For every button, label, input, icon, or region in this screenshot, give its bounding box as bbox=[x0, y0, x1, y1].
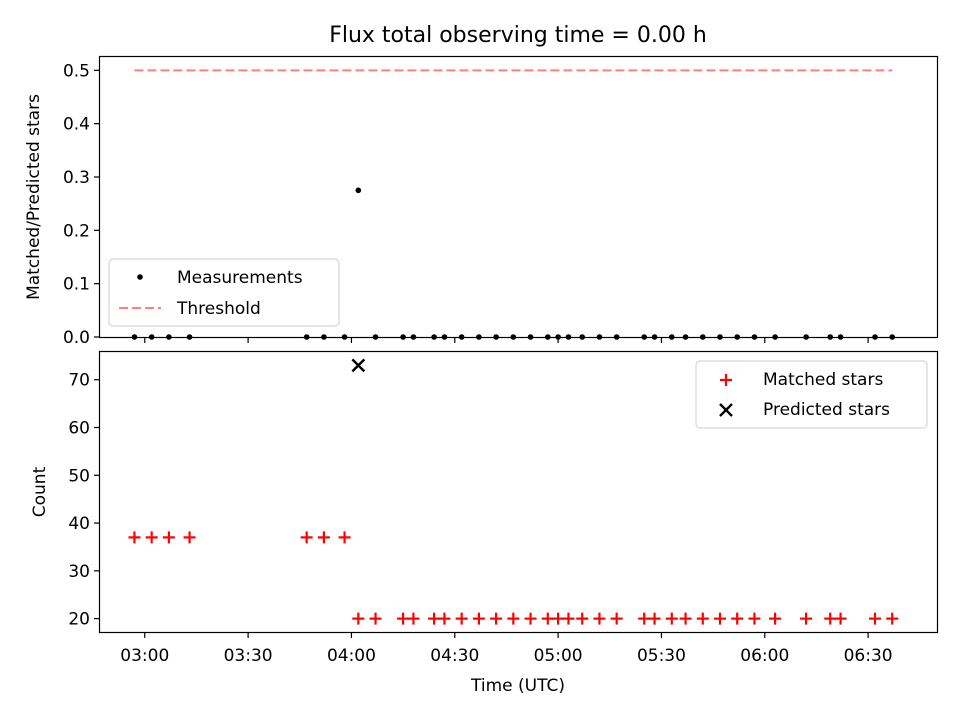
legend-box-top bbox=[108, 258, 340, 327]
legend-label-measurements: Measurements bbox=[177, 268, 303, 288]
matched-stars-point bbox=[679, 612, 692, 625]
y-tick-label: 60 bbox=[68, 418, 90, 438]
legend-box-bottom bbox=[695, 360, 928, 429]
matched-stars-point bbox=[714, 612, 726, 625]
x-tick-label: 06:30 bbox=[844, 646, 893, 666]
x-tick-label: 04:30 bbox=[430, 646, 479, 666]
axes-frame-top bbox=[98, 55, 939, 339]
y-tick-label: 30 bbox=[68, 562, 90, 582]
legend-marker-matched bbox=[720, 374, 732, 386]
matched-stars-point bbox=[369, 612, 382, 625]
matched-stars-point bbox=[593, 612, 606, 625]
x-tick-label: 03:30 bbox=[224, 646, 273, 666]
matched-stars-point bbox=[428, 612, 441, 625]
x-ticks-bottom: 03:00 03:30 04:00 04:30 05:00 05:30 06:00 06:30 bbox=[120, 632, 893, 666]
matched-stars-point bbox=[472, 612, 485, 625]
matched-stars-point bbox=[162, 531, 175, 544]
y-tick-label: 20 bbox=[68, 610, 90, 630]
predicted-stars-point bbox=[351, 358, 366, 373]
matched-stars-point bbox=[407, 612, 420, 625]
measurement-point bbox=[355, 187, 362, 194]
matched-stars-point bbox=[748, 612, 761, 625]
matched-stars-point bbox=[352, 612, 365, 625]
matched-stars-point bbox=[438, 612, 451, 625]
chart-title: Flux total observing time = 0.00 h bbox=[329, 23, 707, 48]
matched-stars-point bbox=[490, 612, 503, 625]
y-ticks-top: 0.0 0.1 0.2 0.3 0.4 0.5 bbox=[63, 61, 100, 348]
matched-stars-point bbox=[731, 612, 744, 625]
matched-stars-point bbox=[128, 531, 141, 544]
legend-marker-predicted bbox=[719, 403, 733, 417]
measurements-panel: Flux total observing time = 0.00 h Match… bbox=[24, 23, 939, 348]
plot-area-bottom bbox=[128, 358, 899, 625]
matched-stars-point bbox=[300, 531, 313, 544]
matched-stars-point bbox=[541, 612, 554, 625]
x-tick-label: 05:30 bbox=[637, 646, 686, 666]
y-tick-label: 70 bbox=[68, 371, 90, 391]
x-tick-label: 04:00 bbox=[327, 646, 376, 666]
y-tick-label: 0.4 bbox=[63, 115, 90, 135]
y-tick-label: 0.3 bbox=[63, 168, 90, 188]
matched-stars-point bbox=[145, 531, 158, 544]
y-tick-label: 50 bbox=[68, 466, 90, 486]
y-tick-label: 0.1 bbox=[63, 275, 90, 295]
matched-stars-point bbox=[696, 612, 709, 625]
matched-stars-point bbox=[317, 531, 330, 544]
legend-label-matched: Matched stars bbox=[763, 370, 883, 390]
y-tick-label: 0.5 bbox=[63, 61, 90, 81]
x-tick-label: 05:00 bbox=[534, 646, 583, 666]
legend-marker-measurements bbox=[137, 274, 143, 280]
matched-stars-point bbox=[397, 612, 410, 625]
legend-top: Measurements Threshold bbox=[108, 258, 340, 327]
matched-stars-point bbox=[562, 612, 575, 625]
y-axis-label-bottom: Count bbox=[30, 466, 50, 517]
axes-frame-bottom bbox=[98, 350, 939, 634]
matched-stars-point bbox=[638, 612, 651, 625]
matched-stars-point bbox=[800, 612, 813, 625]
y-axis-label-top: Matched/Predicted stars bbox=[24, 94, 44, 300]
y-tick-label: 0.0 bbox=[63, 328, 90, 348]
x-tick-label: 06:00 bbox=[740, 646, 789, 666]
matched-stars-point bbox=[507, 612, 520, 625]
matched-stars-point bbox=[455, 612, 468, 625]
matched-stars-point bbox=[576, 612, 589, 625]
x-axis-label: Time (UTC) bbox=[470, 676, 565, 696]
matched-stars-point bbox=[552, 612, 565, 625]
matched-stars-point bbox=[869, 612, 881, 625]
y-ticks-bottom: 20 30 40 50 60 70 bbox=[68, 371, 100, 630]
matched-stars-point bbox=[338, 531, 351, 544]
matched-stars-point bbox=[769, 612, 782, 625]
matched-stars-point bbox=[610, 612, 623, 625]
y-tick-label: 40 bbox=[68, 514, 90, 534]
y-tick-label: 0.2 bbox=[63, 221, 90, 241]
matched-stars-point bbox=[665, 612, 678, 625]
matched-stars-point bbox=[834, 612, 847, 625]
legend-label-predicted: Predicted stars bbox=[763, 400, 890, 420]
x-tick-label: 03:00 bbox=[120, 646, 169, 666]
legend-bottom: Matched stars Predicted stars bbox=[695, 360, 928, 429]
matched-stars-point bbox=[886, 612, 899, 625]
matched-stars-point bbox=[824, 612, 837, 625]
counts-panel: Count Time (UTC) 20 30 40 50 60 70 03:00 03:30… bbox=[30, 350, 939, 696]
legend-label-threshold: Threshold bbox=[176, 299, 261, 319]
matched-stars-point bbox=[648, 612, 661, 625]
matched-stars-point bbox=[183, 531, 196, 544]
matched-stars-point bbox=[524, 612, 537, 625]
